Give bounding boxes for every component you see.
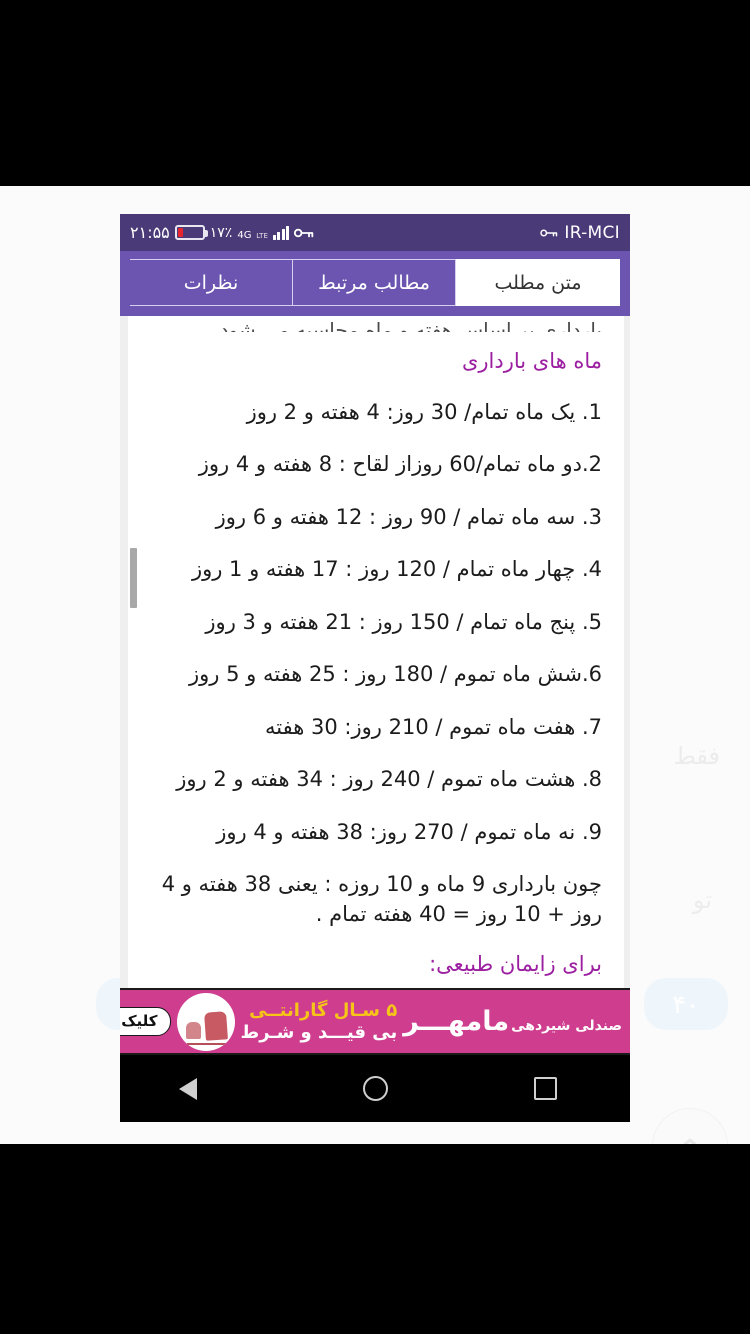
ad-tagline-line1: ۵ سـال گارانتــی xyxy=(249,1000,398,1021)
list-item: 3. سه ماه تمام / 90 روز : 12 هفته و 6 رو… xyxy=(215,504,602,529)
ad-brand: صندلی شیردهی مامهـــر xyxy=(403,1006,630,1037)
carrier-key-icon xyxy=(540,227,558,239)
ad-brand-name: مامهـــر xyxy=(403,1006,510,1037)
tab-article-text[interactable]: متن مطلب xyxy=(456,259,620,306)
vpn-key-icon xyxy=(294,226,314,240)
carrier-name: IR-MCI xyxy=(564,222,620,243)
network-type-label: 4G LTE xyxy=(237,229,268,241)
ad-tagline-line2: بی قیـــد و شـرط xyxy=(240,1022,398,1043)
list-item: 2.دو ماه تمام/60 روزاز لقاح : 8 هفته و 4… xyxy=(198,452,602,477)
article-subheading: برای زایمان طبیعی: xyxy=(429,951,602,976)
list-item: 6.شش ماه تموم / 180 روز : 25 هفته و 5 رو… xyxy=(189,662,602,687)
signal-bars-icon xyxy=(272,225,290,240)
background-scroll-to-top-button xyxy=(652,1108,728,1144)
inner-phone-screenshot: ۲۱:۵۵ ۱۷٪ 4G LTE IR-MCI xyxy=(120,214,630,1122)
list-item: 5. پنج ماه تمام / 150 روز : 21 هفته و 3 … xyxy=(205,609,602,634)
ad-tagline: ۵ سـال گارانتــی بی قیـــد و شـرط xyxy=(241,1000,404,1043)
list-item: 9. نه ماه تموم / 270 روز: 38 هفته و 4 رو… xyxy=(216,819,602,844)
background-text-faqat: فقط xyxy=(673,742,720,770)
article-content[interactable]: بارداری بر اساس هفته و ماه محاسبه می شود… xyxy=(120,316,630,1028)
status-bar-right-group: IR-MCI xyxy=(540,223,620,243)
tab-bar: متن مطلب مطالب مرتبط نظرات xyxy=(120,251,630,316)
list-item: 8. هشت ماه تموم / 240 روز : 34 هفته و 2 … xyxy=(176,767,602,792)
vertical-scrollbar-thumb[interactable] xyxy=(130,548,137,608)
back-triangle-icon xyxy=(179,1077,214,1100)
ad-click-button[interactable]: کلیک کنید xyxy=(120,1007,171,1036)
list-item: 7. هفت ماه تموم / 210 روز: 30 هفته xyxy=(265,714,602,739)
status-clock: ۲۱:۵۵ xyxy=(130,223,170,242)
background-badge-week-count: ۴۰ xyxy=(644,978,728,1030)
list-item: 4. چهار ماه تمام / 120 روز : 17 هفته و 1… xyxy=(191,557,602,582)
nav-home-button[interactable] xyxy=(347,1061,403,1117)
status-bar-left-group: ۲۱:۵۵ ۱۷٪ 4G LTE xyxy=(130,223,314,242)
list-item: 1. یک ماه تمام/ 30 روز: 4 هفته و 2 روز xyxy=(246,400,602,424)
nav-back-button[interactable] xyxy=(177,1061,233,1117)
chevron-up-icon xyxy=(683,1138,697,1144)
article-heading: ماه های بارداری xyxy=(461,349,602,373)
nav-recents-button[interactable] xyxy=(517,1061,573,1117)
recents-square-icon xyxy=(533,1077,557,1100)
home-circle-icon xyxy=(362,1076,388,1101)
android-navigation-bar xyxy=(120,1055,630,1122)
article-conclusion: چون بارداری 9 ماه و 10 روزه : یعنی 38 هف… xyxy=(161,871,602,927)
ad-product-image-nursing-chair xyxy=(176,992,235,1051)
battery-percent-label: ۱۷٪ xyxy=(209,224,233,241)
tab-comments[interactable]: نظرات xyxy=(130,259,293,306)
battery-icon xyxy=(174,225,208,240)
advertisement-banner[interactable]: صندلی شیردهی مامهـــر ۵ سـال گارانتــی ب… xyxy=(120,988,630,1055)
status-bar: ۲۱:۵۵ ۱۷٪ 4G LTE IR-MCI xyxy=(120,214,630,251)
ad-brand-prefix: صندلی شیردهی xyxy=(511,1018,622,1034)
tab-related-articles[interactable]: مطالب مرتبط xyxy=(293,259,456,306)
background-text-to: تو xyxy=(692,886,712,914)
clipped-previous-line: بارداری بر اساس هفته و ماه محاسبه می شود xyxy=(219,318,602,332)
